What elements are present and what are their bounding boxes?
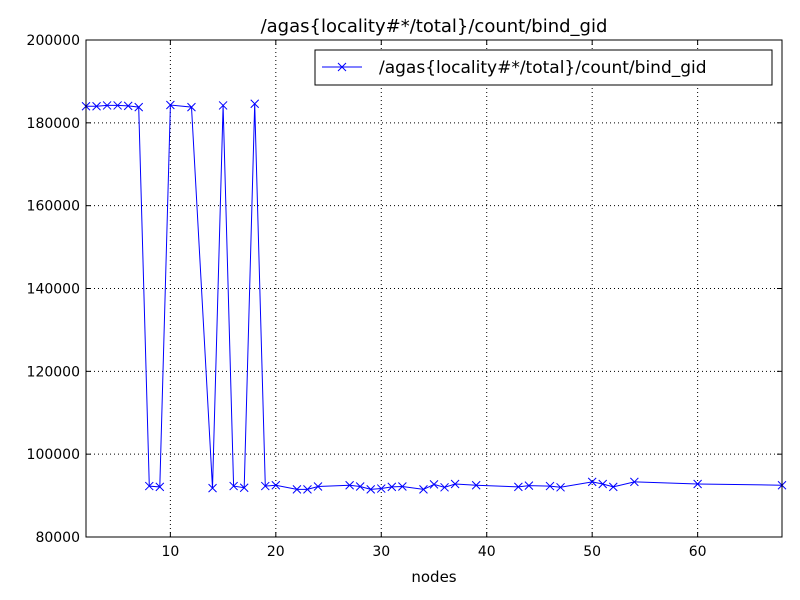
data-point-marker bbox=[608, 482, 618, 492]
data-point-marker bbox=[471, 480, 481, 490]
data-point-marker bbox=[440, 482, 449, 492]
data-point-marker bbox=[92, 101, 101, 111]
data-point-marker bbox=[366, 485, 376, 494]
x-tick-label: 60 bbox=[689, 544, 707, 560]
data-point-marker bbox=[134, 102, 144, 112]
data-point-marker bbox=[313, 482, 323, 491]
data-point-marker bbox=[376, 484, 386, 493]
legend: /agas{locality#*/total}/count/bind_gid bbox=[314, 49, 773, 86]
x-axis-label: nodes bbox=[411, 568, 456, 586]
x-tick-label: 20 bbox=[267, 544, 285, 560]
series-line bbox=[86, 103, 783, 490]
data-point-marker bbox=[630, 477, 639, 487]
x-tick-label: 30 bbox=[372, 544, 390, 560]
y-tick-label: 100000 bbox=[27, 447, 80, 463]
y-tick-label: 80000 bbox=[35, 530, 80, 546]
legend-marker-sample bbox=[337, 62, 347, 72]
data-point-marker bbox=[166, 100, 175, 110]
data-point-marker bbox=[419, 485, 428, 494]
data-point-marker bbox=[587, 477, 597, 487]
x-tick-label: 10 bbox=[161, 544, 179, 560]
data-point-marker bbox=[208, 483, 217, 493]
legend-label: /agas{locality#*/total}/count/bind_gid bbox=[379, 58, 707, 78]
data-point-marker bbox=[239, 483, 249, 493]
data-point-marker bbox=[303, 485, 312, 494]
data-point-marker bbox=[345, 480, 354, 490]
x-tick-label: 40 bbox=[478, 544, 496, 560]
data-point-marker bbox=[102, 101, 112, 110]
data-point-marker bbox=[144, 481, 154, 491]
data-point-marker bbox=[387, 482, 397, 492]
y-tick-label: 180000 bbox=[27, 116, 80, 132]
series-layer bbox=[81, 99, 787, 494]
data-point-marker bbox=[556, 482, 565, 492]
grid-lines bbox=[86, 40, 782, 537]
data-point-marker bbox=[123, 101, 133, 111]
y-tick-label: 160000 bbox=[27, 199, 80, 215]
data-point-marker bbox=[450, 479, 460, 489]
data-point-marker bbox=[693, 479, 702, 489]
legend-box bbox=[314, 49, 773, 86]
chart-title: /agas{locality#*/total}/count/bind_gid bbox=[261, 16, 608, 37]
data-point-marker bbox=[292, 485, 302, 494]
data-point-marker bbox=[514, 482, 523, 492]
data-point-marker bbox=[398, 482, 407, 491]
data-point-marker bbox=[355, 482, 365, 491]
data-point-marker bbox=[545, 481, 555, 491]
y-tick-label: 120000 bbox=[27, 364, 80, 380]
y-tick-label: 200000 bbox=[27, 33, 80, 49]
data-point-marker bbox=[250, 99, 260, 109]
data-point-marker bbox=[260, 481, 270, 491]
x-tick-label: 50 bbox=[583, 544, 601, 560]
data-point-marker bbox=[218, 101, 228, 110]
data-point-marker bbox=[429, 480, 439, 489]
y-tick-label: 140000 bbox=[27, 282, 80, 298]
data-point-marker bbox=[155, 482, 165, 492]
data-point-marker bbox=[524, 481, 534, 490]
data-point-marker bbox=[598, 479, 608, 489]
axis-ticks: 10 20 30 40 50 60 80000 100000 120000 140000 16000… bbox=[27, 33, 782, 560]
data-point-marker bbox=[187, 102, 196, 112]
data-point-marker bbox=[113, 101, 122, 110]
data-point-marker bbox=[271, 480, 281, 490]
data-point-marker bbox=[229, 481, 238, 491]
